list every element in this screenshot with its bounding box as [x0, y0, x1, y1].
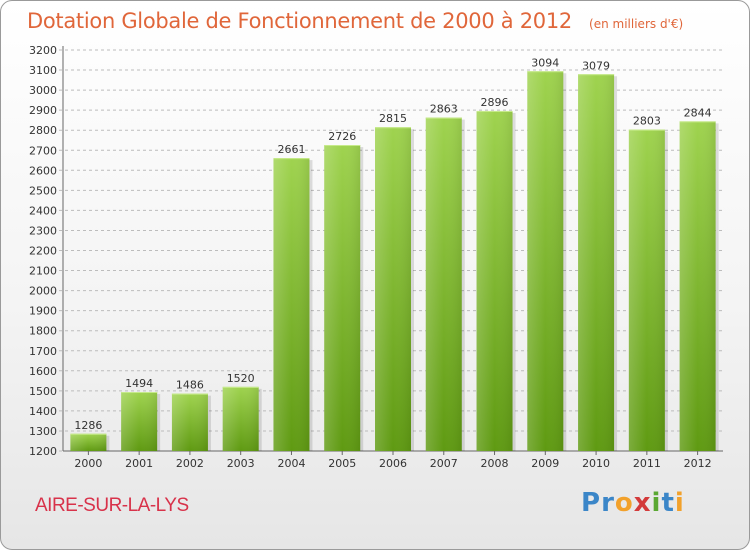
chart-subtitle: (en milliers d'€)	[589, 17, 684, 31]
data-label: 2661	[277, 143, 305, 156]
x-tick-label: 2003	[227, 457, 255, 470]
x-tick-label: 2008	[481, 457, 509, 470]
y-tick-label: 2100	[29, 265, 57, 278]
x-tick-label: 2002	[176, 457, 204, 470]
bar-highlight	[425, 117, 462, 452]
bar-highlight	[121, 392, 158, 451]
bar-highlight	[70, 433, 107, 451]
y-tick-label: 3100	[29, 64, 57, 77]
y-tick-label: 1600	[29, 365, 57, 378]
y-tick-label: 2400	[29, 204, 57, 217]
y-tick-label: 3200	[29, 44, 57, 57]
y-tick-label: 3000	[29, 84, 57, 97]
y-tick-label: 1300	[29, 425, 57, 438]
commune-name: AIRE-SUR-LA-LYS	[35, 495, 189, 516]
x-tick-label: 2004	[277, 457, 305, 470]
logo-letter: P	[581, 488, 602, 518]
logo-letter: t	[661, 488, 675, 518]
x-tick-label: 2009	[531, 457, 559, 470]
logo-letter: i	[674, 488, 685, 518]
bar-highlight	[628, 129, 665, 451]
y-tick-label: 2200	[29, 245, 57, 258]
y-tick-label: 2500	[29, 184, 57, 197]
y-tick-label: 1500	[29, 385, 57, 398]
x-tick-label: 2007	[430, 457, 458, 470]
bar-highlight	[273, 158, 310, 451]
y-tick-label: 1900	[29, 305, 57, 318]
data-label: 2815	[379, 112, 407, 125]
data-label: 2803	[633, 115, 661, 128]
x-tick-label: 2010	[582, 457, 610, 470]
bar-highlight	[375, 127, 411, 451]
x-tick-label: 2000	[74, 457, 102, 470]
x-tick-label: 2005	[328, 457, 356, 470]
y-tick-label: 2900	[29, 104, 57, 117]
data-label: 3079	[582, 59, 610, 72]
logo-letter: o	[614, 488, 634, 518]
x-tick-label: 2006	[379, 457, 407, 470]
logo-letter: r	[601, 488, 615, 518]
title-row: Dotation Globale de Fonctionnement de 20…	[27, 9, 683, 33]
proxiti-logo: Proxiti	[581, 488, 685, 518]
data-label: 1494	[125, 377, 153, 390]
logo-letter: i	[651, 488, 662, 518]
data-label: 2863	[430, 103, 458, 116]
chart-title: Dotation Globale de Fonctionnement de 20…	[27, 9, 572, 33]
data-label: 1486	[176, 379, 204, 392]
data-label: 2896	[481, 96, 509, 109]
data-label: 2844	[684, 106, 712, 119]
y-tick-label: 2000	[29, 285, 57, 298]
bar-highlight	[222, 386, 259, 451]
bar-highlight	[324, 145, 361, 452]
logo-letter: x	[633, 488, 652, 518]
data-label: 3094	[531, 56, 559, 69]
x-tick-label: 2012	[684, 457, 712, 470]
y-tick-label: 2300	[29, 224, 57, 237]
bar-highlight	[527, 71, 564, 452]
bar-highlight	[679, 121, 716, 452]
y-tick-label: 1700	[29, 345, 57, 358]
y-tick-label: 2800	[29, 124, 57, 137]
y-tick-label: 1200	[29, 445, 57, 458]
bar-highlight	[578, 74, 615, 451]
x-tick-label: 2011	[633, 457, 661, 470]
bar-highlight	[476, 110, 513, 452]
data-label: 1286	[74, 419, 102, 432]
y-tick-label: 1400	[29, 405, 57, 418]
data-label: 2726	[328, 130, 356, 143]
data-label: 1520	[227, 372, 255, 385]
y-tick-label: 2600	[29, 164, 57, 177]
bar-highlight	[171, 393, 208, 451]
y-tick-label: 1800	[29, 325, 57, 338]
y-tick-label: 2700	[29, 144, 57, 157]
x-tick-label: 2001	[125, 457, 153, 470]
